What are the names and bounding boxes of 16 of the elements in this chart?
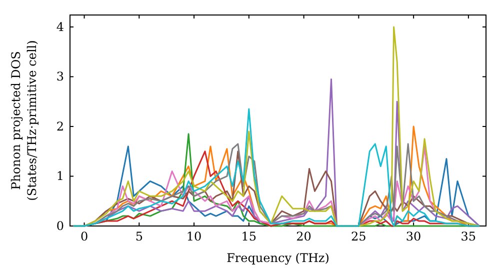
x-tick-label: 15 bbox=[241, 230, 257, 244]
y-axis-title: Phonon projected DOS (States/THz·primitive cell) bbox=[9, 40, 39, 201]
x-tick-label: 25 bbox=[351, 230, 366, 244]
x-tick-label: 20 bbox=[296, 230, 312, 244]
y-tick-label: 3 bbox=[56, 70, 64, 84]
x-axis-title: Frequency (THz) bbox=[226, 251, 330, 265]
x-tick-label: 35 bbox=[460, 230, 476, 244]
y-tick-label: 2 bbox=[56, 119, 64, 134]
x-tick-label: 30 bbox=[406, 230, 422, 244]
x-tick-label: 10 bbox=[186, 230, 202, 244]
line-series bbox=[72, 108, 480, 227]
y-tick-label: 1 bbox=[56, 169, 64, 184]
y-tick-label: 4 bbox=[56, 20, 64, 34]
y-tick-label: 0 bbox=[56, 218, 64, 233]
x-tick-label: 0 bbox=[80, 230, 88, 244]
x-tick-label: 5 bbox=[135, 230, 143, 244]
